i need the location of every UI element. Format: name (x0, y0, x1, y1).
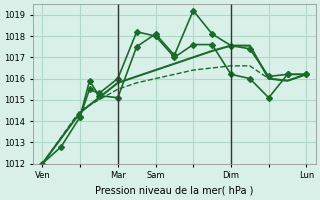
X-axis label: Pression niveau de la mer( hPa ): Pression niveau de la mer( hPa ) (95, 186, 253, 196)
